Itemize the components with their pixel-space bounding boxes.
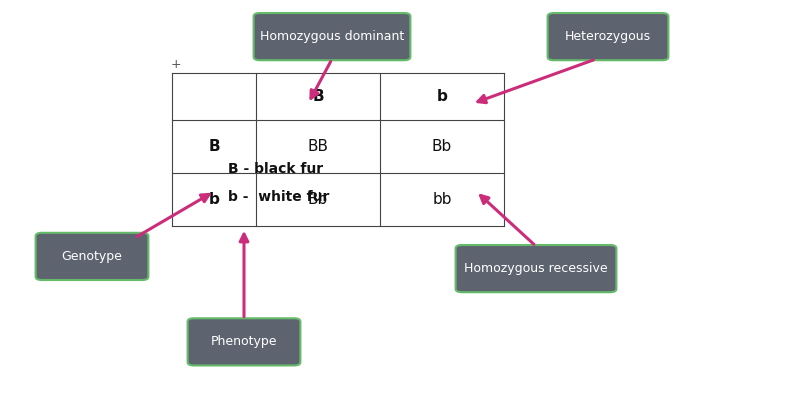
Text: BB: BB: [307, 139, 329, 154]
FancyBboxPatch shape: [254, 13, 410, 60]
Text: Homozygous recessive: Homozygous recessive: [464, 262, 608, 275]
Text: B - black fur: B - black fur: [228, 162, 323, 176]
FancyBboxPatch shape: [187, 318, 301, 365]
FancyBboxPatch shape: [547, 13, 669, 60]
Text: +: +: [170, 58, 181, 71]
Text: Genotype: Genotype: [62, 250, 122, 263]
Text: b: b: [437, 89, 447, 104]
Text: bb: bb: [432, 192, 452, 207]
Text: Homozygous dominant: Homozygous dominant: [260, 30, 404, 43]
Text: B: B: [208, 139, 220, 154]
Text: b -  white fur: b - white fur: [228, 190, 330, 204]
Text: Bb: Bb: [432, 139, 452, 154]
Text: b: b: [209, 192, 219, 207]
Text: Bb: Bb: [308, 192, 328, 207]
Text: Heterozygous: Heterozygous: [565, 30, 651, 43]
FancyBboxPatch shape: [456, 245, 616, 292]
Text: B: B: [312, 89, 324, 104]
FancyBboxPatch shape: [36, 233, 149, 280]
Text: Phenotype: Phenotype: [210, 335, 278, 348]
